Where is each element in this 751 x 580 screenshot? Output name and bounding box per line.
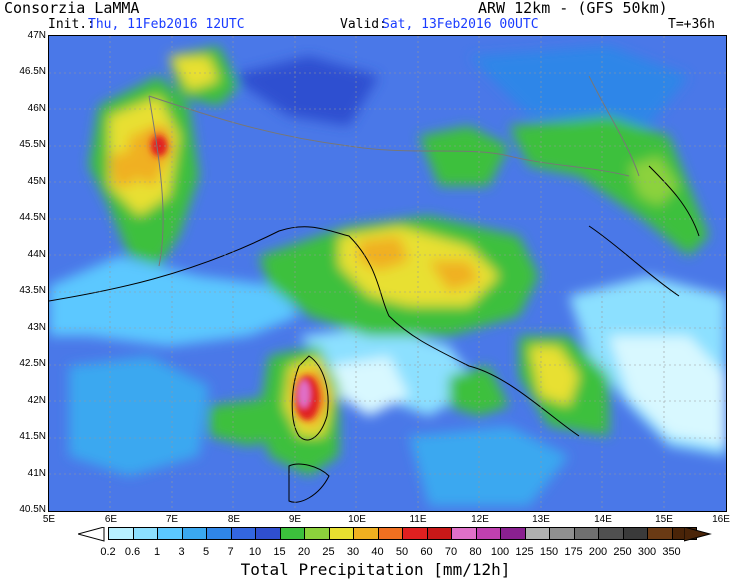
legend-value: 20 xyxy=(297,546,311,558)
legend-value: 350 xyxy=(662,546,681,558)
legend-swatch xyxy=(573,527,599,540)
model-title: ARW 12km - (GFS 50km) xyxy=(478,0,668,17)
legend-bar xyxy=(80,527,697,542)
legend-swatch xyxy=(108,527,134,540)
lon-label: 9E xyxy=(288,514,302,525)
legend-left-arrow xyxy=(78,527,105,542)
lon-label: 12E xyxy=(471,514,489,525)
lat-label: 46.5N xyxy=(19,66,46,77)
legend-swatch xyxy=(328,527,354,540)
lead-time: T=+36h xyxy=(668,17,715,32)
legend-swatch xyxy=(647,527,673,540)
legend-title: Total Precipitation [mm/12h] xyxy=(240,560,511,579)
legend-swatch xyxy=(549,527,575,540)
legend-swatch xyxy=(402,527,428,540)
legend-value: 0.6 xyxy=(124,546,141,558)
lon-label: 14E xyxy=(594,514,612,525)
legend-swatch xyxy=(181,527,207,540)
legend-value: 5 xyxy=(202,546,210,558)
legend-swatch xyxy=(279,527,305,540)
lat-label: 42.5N xyxy=(19,358,46,369)
lon-label: 10E xyxy=(348,514,366,525)
legend-value: 50 xyxy=(395,546,409,558)
legend-swatch xyxy=(230,527,256,540)
lon-label: 8E xyxy=(227,514,241,525)
init-label: Init.: xyxy=(48,17,95,32)
legend-value: 250 xyxy=(613,546,632,558)
lon-label: 6E xyxy=(104,514,118,525)
lat-label: 43N xyxy=(27,322,46,333)
legend-value: 40 xyxy=(371,546,384,558)
valid-label: Valid: xyxy=(340,17,387,32)
legend-value: 125 xyxy=(515,546,534,558)
lon-label: 11E xyxy=(409,514,427,525)
legend-swatch xyxy=(475,527,501,540)
legend-value: 175 xyxy=(564,546,583,558)
init-value: Thu, 11Feb2016 12UTC xyxy=(88,17,245,32)
legend-value: 150 xyxy=(539,546,559,558)
legend-value: 70 xyxy=(444,546,458,558)
coastlines xyxy=(49,165,700,503)
legend-value: 7 xyxy=(227,546,234,558)
lat-label: 47N xyxy=(27,30,46,41)
lat-label: 46N xyxy=(27,103,46,114)
org-title: Consorzia LaMMA xyxy=(4,0,140,17)
legend-swatch xyxy=(206,527,232,540)
legend-swatch xyxy=(255,527,281,540)
legend-swatch xyxy=(622,527,648,540)
legend-value: 3 xyxy=(178,546,185,558)
lat-label: 44.5N xyxy=(19,212,46,223)
legend-value: 60 xyxy=(420,546,433,558)
legend-swatch xyxy=(426,527,452,540)
graticule xyxy=(49,36,726,511)
lat-label: 43.5N xyxy=(19,285,46,296)
legend-swatch xyxy=(157,527,183,540)
legend-value: 30 xyxy=(346,546,360,558)
legend-swatch xyxy=(451,527,477,540)
legend-right-arrow xyxy=(684,527,712,542)
legend-value: 10 xyxy=(248,546,262,558)
legend-value: 0.2 xyxy=(100,546,116,558)
precipitation-map xyxy=(48,35,727,512)
lat-label: 41.5N xyxy=(19,431,46,442)
legend-swatch xyxy=(377,527,403,540)
lon-label: 13E xyxy=(532,514,550,525)
legend-value: 300 xyxy=(637,546,657,558)
borders xyxy=(148,75,640,267)
lon-label: 16E xyxy=(712,514,730,525)
lon-label: 7E xyxy=(165,514,179,525)
lat-label: 40.5N xyxy=(19,504,46,515)
legend-value: 1 xyxy=(153,546,161,558)
valid-value: Sat, 13Feb2016 00UTC xyxy=(382,17,539,32)
lat-label: 42N xyxy=(27,395,46,406)
legend-value: 15 xyxy=(273,546,286,558)
lat-label: 41N xyxy=(27,468,46,479)
lat-label: 45N xyxy=(27,176,46,187)
lon-label: 15E xyxy=(655,514,673,525)
legend-value: 200 xyxy=(588,546,608,558)
legend-value: 80 xyxy=(469,546,482,558)
legend-swatch xyxy=(500,527,526,540)
legend-swatch xyxy=(132,527,158,540)
legend-swatch xyxy=(304,527,330,540)
lat-label: 44N xyxy=(27,249,46,260)
legend-swatch xyxy=(524,527,550,540)
legend-value: 25 xyxy=(322,546,335,558)
lat-label: 45.5N xyxy=(19,139,46,150)
precip-field xyxy=(49,46,726,506)
legend-value: 100 xyxy=(490,546,510,558)
lon-label: 5E xyxy=(42,514,56,525)
legend-swatch xyxy=(598,527,624,540)
map-canvas xyxy=(49,36,726,511)
legend-swatch xyxy=(353,527,379,540)
